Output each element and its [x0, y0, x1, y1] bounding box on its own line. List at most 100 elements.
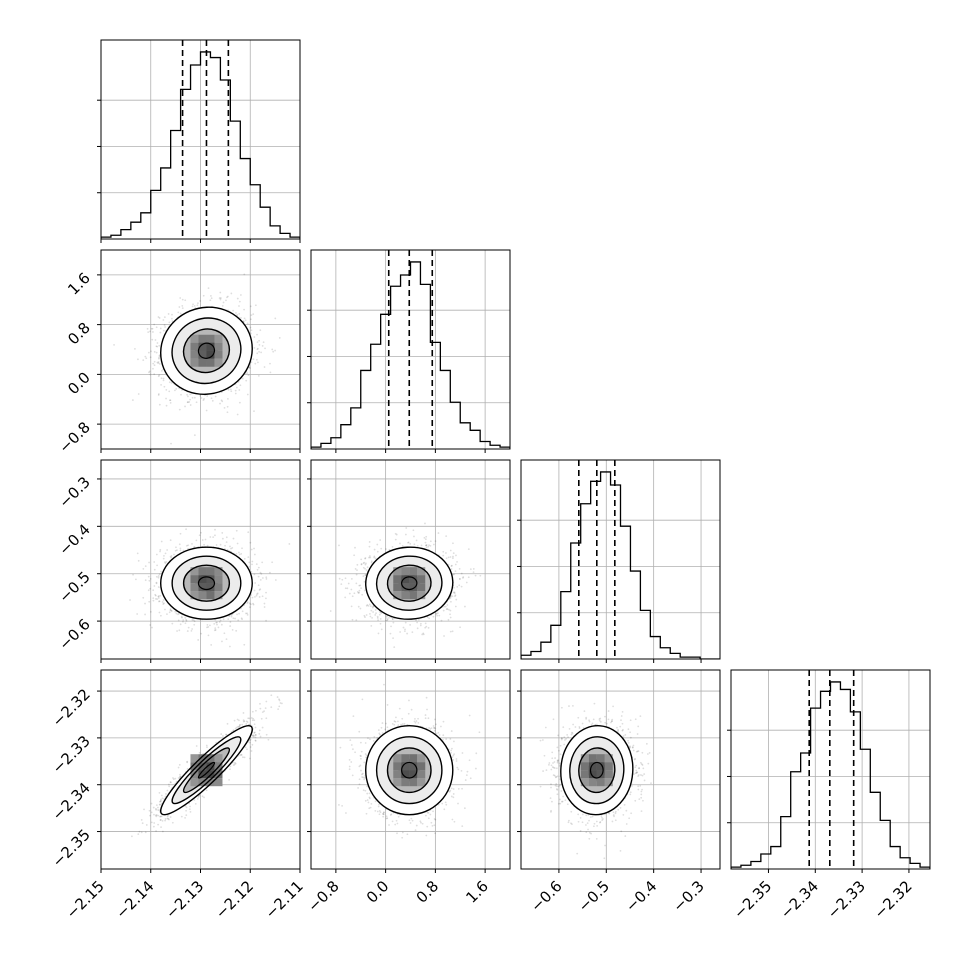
histogram-step-2 — [521, 471, 720, 659]
scatter-point — [177, 311, 180, 314]
scatter-point — [156, 564, 158, 567]
scatter-point — [341, 804, 344, 807]
scatter-point — [376, 550, 379, 553]
scatter-point — [174, 610, 177, 613]
density-cell — [214, 350, 223, 359]
scatter-point — [451, 756, 454, 759]
scatter-point — [203, 543, 205, 546]
scatter-point — [159, 550, 161, 553]
scatter-point — [219, 297, 222, 299]
scatter-point — [251, 734, 254, 737]
scatter-point — [226, 405, 229, 408]
scatter-point — [170, 556, 173, 559]
scatter-point — [244, 746, 247, 749]
density-cell — [409, 591, 418, 600]
scatter-point — [425, 834, 428, 837]
scatter-point — [445, 738, 448, 740]
scatter-point — [167, 313, 170, 315]
scatter-point — [358, 589, 361, 592]
scatter-point — [244, 319, 247, 322]
scatter-point — [419, 622, 422, 625]
scatter-point — [415, 619, 417, 622]
scatter-point — [144, 602, 146, 605]
scatter-point — [625, 809, 628, 812]
scatter-point — [451, 630, 454, 633]
scatter-point — [450, 795, 453, 798]
scatter-point — [235, 629, 238, 632]
scatter-point — [164, 795, 167, 798]
scatter-point — [219, 402, 221, 405]
scatter-point — [154, 593, 157, 596]
scatter-point — [382, 813, 385, 816]
density-cell — [604, 762, 613, 771]
scatter-point — [458, 578, 461, 580]
scatter-point — [570, 810, 573, 813]
scatter-point — [195, 539, 198, 542]
density-cell — [417, 591, 426, 600]
scatter-point — [551, 800, 553, 803]
density-cell — [190, 334, 199, 343]
scatter-point — [245, 720, 248, 723]
scatter-point — [169, 399, 172, 402]
scatter-point — [550, 809, 552, 812]
scatter-point — [576, 852, 579, 855]
scatter-point — [550, 786, 552, 789]
scatter-point — [456, 561, 458, 563]
scatter-point — [148, 809, 151, 812]
scatter-point — [239, 754, 242, 757]
scatter-point — [206, 624, 209, 626]
scatter-point — [252, 734, 254, 737]
scatter-point — [144, 613, 146, 616]
scatter-point — [155, 575, 158, 578]
scatter-point — [430, 821, 433, 824]
scatter-point — [443, 605, 445, 608]
density-cell — [393, 583, 402, 592]
scatter-point — [159, 594, 162, 597]
density-cell — [401, 591, 410, 600]
contour-line-2 — [365, 725, 454, 816]
scatter-point — [557, 749, 560, 752]
scatter-point — [157, 595, 160, 598]
scatter-point — [386, 817, 389, 820]
scatter-point — [610, 721, 612, 724]
scatter-point — [204, 538, 207, 541]
scatter-point — [599, 821, 601, 824]
scatter-point — [192, 619, 195, 622]
scatter-point — [164, 608, 166, 611]
scatter-point — [217, 626, 220, 629]
scatter-point — [180, 815, 183, 818]
scatter-point — [240, 753, 243, 756]
scatter-point — [181, 298, 184, 301]
scatter-point — [605, 722, 608, 725]
scatter-point — [407, 541, 409, 544]
scatter-point — [634, 718, 637, 721]
scatter-point — [363, 561, 366, 564]
scatter-point — [182, 619, 185, 621]
scatter-point — [209, 299, 212, 302]
scatter-point — [451, 818, 454, 821]
density-cell — [198, 575, 207, 584]
scatter-point — [396, 832, 398, 835]
scatter-point — [232, 617, 235, 620]
scatter-point — [588, 837, 591, 840]
scatter-point — [556, 760, 559, 763]
scatter-point — [251, 710, 254, 713]
scatter-point — [160, 798, 162, 801]
scatter-point — [385, 615, 388, 618]
scatter-point — [437, 731, 440, 734]
scatter-point — [248, 717, 251, 720]
scatter-point — [614, 810, 617, 813]
scatter-point — [265, 700, 268, 703]
density-cells — [580, 754, 613, 787]
density-cell — [580, 762, 589, 771]
scatter-point — [377, 729, 380, 731]
scatter-point — [442, 554, 445, 557]
scatter-point — [191, 628, 194, 630]
scatter-point — [417, 618, 420, 621]
scatter-point — [351, 595, 354, 598]
scatter-point — [258, 729, 261, 732]
scatter-point — [427, 545, 430, 548]
scatter-point — [255, 594, 258, 597]
scatter-point — [219, 291, 222, 294]
scatter-point — [218, 297, 221, 299]
